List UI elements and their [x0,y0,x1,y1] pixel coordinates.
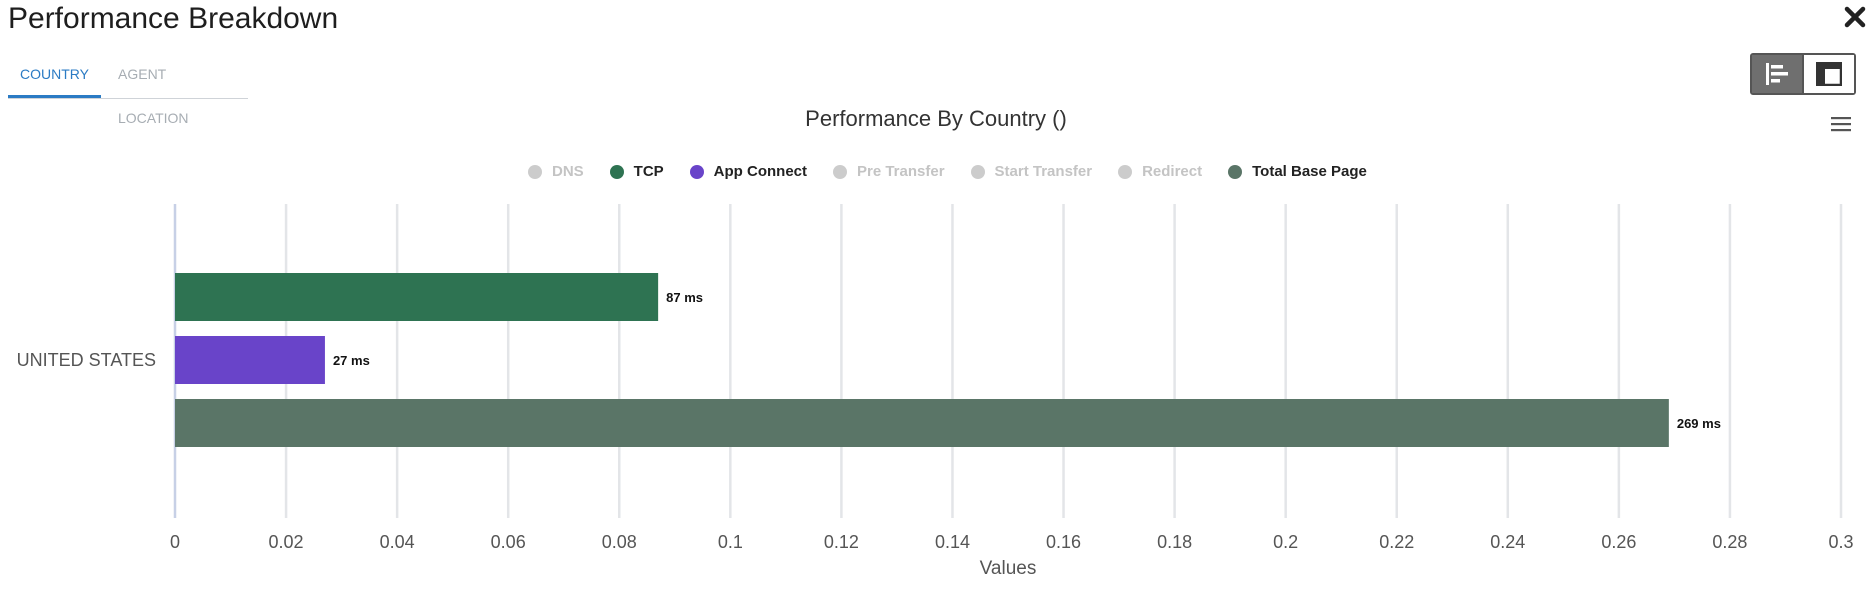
bar-total-base-page [175,399,1669,447]
bar-chart-icon [1766,63,1788,85]
legend-label: DNS [552,163,584,180]
bar-data-label: 269 ms [1677,416,1721,431]
view-toggle [1750,53,1856,95]
tab-bar: COUNTRY AGENT LOCATION [8,52,248,126]
hamburger-menu-icon [1831,117,1851,132]
bar-data-label: 87 ms [666,290,703,305]
x-tick-label: 0.3 [1828,532,1853,552]
legend-item-start-transfer[interactable]: Start Transfer [970,163,1093,180]
x-tick-label: 0.28 [1712,532,1747,552]
bar-tcp [175,273,659,321]
legend-label: Pre Transfer [857,163,945,180]
table-layout-icon [1816,62,1842,86]
x-tick-label: 0.14 [935,532,970,552]
legend-label: App Connect [713,163,807,180]
legend-label: Total Base Page [1252,163,1367,180]
x-tick-label: 0.26 [1601,532,1636,552]
legend-label: TCP [633,163,664,180]
x-tick-label: 0.16 [1046,532,1081,552]
legend-item-total-base-page[interactable]: Total Base Page [1228,163,1367,180]
x-tick-label: 0.18 [1157,532,1192,552]
legend-label: Start Transfer [994,163,1093,180]
x-tick-label: 0.1 [718,532,743,552]
legend-marker [689,164,704,179]
page-title: Performance Breakdown [8,2,339,35]
chart-view-button[interactable] [1752,55,1802,93]
legend-marker [609,164,624,179]
chart-menu-button[interactable] [1829,114,1853,134]
legend-marker [833,164,847,179]
legend-marker [970,164,985,179]
x-tick-label: 0.22 [1379,532,1414,552]
x-tick-label: 0.2 [1273,532,1298,552]
x-tick-label: 0 [170,532,180,552]
x-tick-label: 0.12 [824,532,859,552]
tab-country[interactable]: COUNTRY [8,52,101,98]
legend-item-tcp[interactable]: TCP [609,163,664,180]
x-axis-title: Values [980,558,1037,579]
legend-item-dns[interactable]: DNS [528,163,584,180]
legend-marker [1228,164,1243,179]
chart-legend: DNS TCP App Connect Pre Transfer Start Trans… [528,163,1393,180]
bar-app-connect [175,336,325,384]
legend-marker [1118,164,1133,179]
bar-data-label: 27 ms [333,353,370,368]
x-tick-label: 0.24 [1490,532,1525,552]
x-tick-label: 0.02 [269,532,304,552]
legend-item-redirect[interactable]: Redirect [1118,163,1202,180]
legend-item-app-connect[interactable]: App Connect [689,163,807,180]
category-label: UNITED STATES [17,350,156,370]
close-icon [1844,6,1866,28]
x-tick-label: 0.06 [491,532,526,552]
x-tick-label: 0.04 [380,532,415,552]
legend-label: Redirect [1142,163,1203,180]
tab-agent-location[interactable]: AGENT LOCATION [118,66,189,126]
table-view-button[interactable] [1802,55,1854,93]
close-button[interactable] [1842,4,1868,30]
x-tick-label: 0.08 [602,532,637,552]
legend-marker [528,164,542,179]
chart-title: Performance By Country () [805,106,1067,131]
legend-item-pre-transfer[interactable]: Pre Transfer [833,163,945,180]
